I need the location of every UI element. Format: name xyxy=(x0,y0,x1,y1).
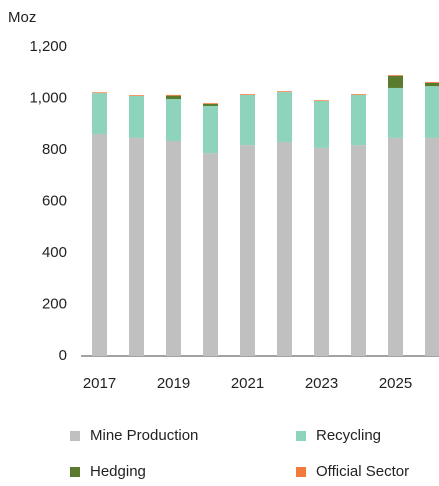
bar-segment xyxy=(166,99,181,141)
bar-segment xyxy=(92,134,107,356)
bar-segment xyxy=(314,101,329,148)
y-axis-label: Moz xyxy=(8,9,36,26)
x-tick-label: 2019 xyxy=(157,375,190,392)
y-tick-label: 0 xyxy=(59,347,67,364)
legend-label: Mine Production xyxy=(90,427,198,444)
bar-segment xyxy=(425,86,439,138)
legend-swatch xyxy=(296,467,306,477)
bar-segment xyxy=(166,95,181,100)
y-tick-label: 400 xyxy=(42,244,67,261)
bar-segment xyxy=(240,94,255,146)
bar-segment xyxy=(314,147,329,356)
bar-segment xyxy=(166,140,181,356)
bar-segment xyxy=(351,94,366,95)
bar-segment xyxy=(129,95,144,138)
y-tick-label: 600 xyxy=(42,192,67,209)
bar-segment xyxy=(425,137,439,356)
bar-segment xyxy=(203,103,218,104)
legend-label: Official Sector xyxy=(316,463,409,480)
legend-swatch xyxy=(70,431,80,441)
bar-segment xyxy=(388,137,403,356)
bar-segment xyxy=(240,94,255,95)
bar-segment xyxy=(277,142,292,356)
bar-segment xyxy=(166,94,181,96)
bar-segment xyxy=(203,105,218,154)
bar-segment xyxy=(425,82,439,87)
bar-segment xyxy=(314,100,329,102)
legend-label: Hedging xyxy=(90,463,146,480)
bar-segment xyxy=(351,94,366,146)
bar-segment xyxy=(203,153,218,356)
x-tick-label: 2017 xyxy=(83,375,116,392)
bar-segment xyxy=(425,82,439,83)
bar-segment xyxy=(92,92,107,94)
bar-segment xyxy=(351,145,366,356)
bar-segment xyxy=(129,137,144,356)
y-tick-label: 1,200 xyxy=(29,38,67,55)
bar-segment xyxy=(129,95,144,96)
y-tick-label: 800 xyxy=(42,141,67,158)
bar-segment xyxy=(388,87,403,138)
legend-swatch xyxy=(70,467,80,477)
legend-label: Recycling xyxy=(316,427,381,444)
y-tick-label: 1,000 xyxy=(29,89,67,106)
legend-swatch xyxy=(296,431,306,441)
y-tick-label: 200 xyxy=(42,295,67,312)
bar-segment xyxy=(388,75,403,88)
bar-segment xyxy=(203,103,218,106)
x-tick-label: 2023 xyxy=(305,375,338,392)
bar-segment xyxy=(92,93,107,135)
bar-segment xyxy=(388,75,403,76)
x-tick-label: 2025 xyxy=(379,375,412,392)
x-tick-label: 2021 xyxy=(231,375,264,392)
bar-segment xyxy=(240,145,255,356)
bar-segment xyxy=(277,92,292,143)
bar-segment xyxy=(277,91,292,93)
